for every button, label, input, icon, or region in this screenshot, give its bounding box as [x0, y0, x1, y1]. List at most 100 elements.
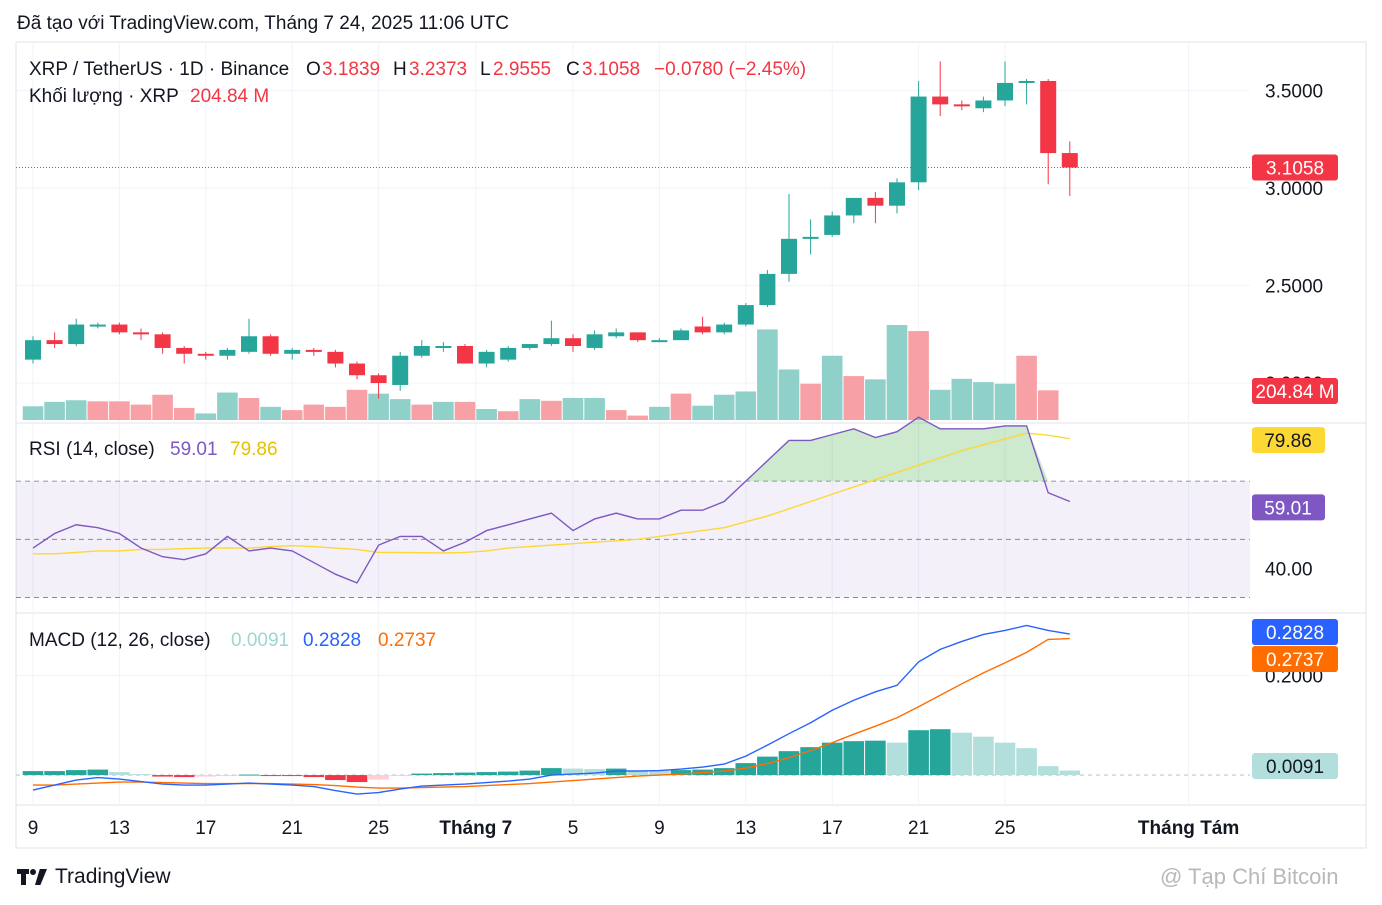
volume-bar [152, 394, 173, 420]
volume-bar [778, 369, 800, 420]
macd-hist-bar [735, 763, 757, 776]
candle-body [889, 182, 905, 206]
volume-bar [346, 389, 368, 420]
chart-created-header: Đã tạo với TradingView.com, Tháng 7 24, … [17, 13, 509, 34]
candle-body [543, 338, 560, 345]
macd-hist-last-label-bg [1252, 753, 1338, 779]
macd-hist-bar [346, 775, 368, 783]
macd-hist-bar [800, 747, 821, 776]
volume-bar [173, 407, 195, 420]
rsi-last-label: 59.01 [1264, 498, 1312, 519]
volume-bar [238, 398, 260, 420]
rsi-legend-value: 59.01 [170, 439, 218, 460]
chart-frame [15, 41, 1367, 849]
candle-body [608, 332, 625, 337]
candle-body [284, 349, 301, 354]
macd-hist-bar [217, 775, 238, 777]
time-tick-label: 21 [282, 818, 303, 839]
candle-body [673, 330, 689, 341]
volume-bar [497, 411, 519, 420]
volume-bar [821, 355, 843, 420]
time-tick-label: 5 [568, 818, 579, 839]
candle-body [629, 332, 646, 341]
volume-bar [65, 400, 87, 420]
macd-hist-bar [497, 771, 519, 776]
volume-bar [22, 406, 44, 420]
macd-hist-bar [173, 775, 195, 778]
volume-bar [562, 398, 584, 420]
close-value: 3.1058 [582, 59, 640, 80]
candle-body [46, 340, 63, 345]
volume-bars [22, 325, 1059, 420]
volume-bar [713, 394, 735, 420]
tradingview-logo[interactable]: TradingView [17, 865, 171, 889]
candle-body [219, 349, 236, 356]
candle-body [845, 197, 862, 216]
candle-body [349, 363, 365, 376]
rsi-ma-last-label: 79.86 [1264, 431, 1312, 452]
candle-body [997, 82, 1013, 101]
macd-hist-bar [649, 770, 670, 776]
macd-hist-bar [195, 775, 217, 777]
macd-hist-bar [605, 768, 627, 776]
volume-bar [109, 401, 130, 420]
macd-pane[interactable] [16, 624, 1250, 795]
candle-body [802, 236, 819, 239]
rsi-pane[interactable] [16, 416, 1250, 598]
macd-hist-bar [44, 771, 65, 776]
time-tick-label: 25 [368, 818, 389, 839]
volume-bar [584, 398, 605, 420]
volume-bar [325, 406, 346, 420]
macd-hist-bar [757, 756, 778, 776]
time-tick-label: 9 [654, 818, 665, 839]
macd-hist-bar [109, 772, 130, 776]
candle-body [932, 96, 949, 105]
price-candles[interactable] [16, 61, 1250, 399]
time-tick-label: Tháng 7 [439, 818, 512, 839]
candle-body [176, 347, 193, 354]
candle-body [392, 355, 409, 385]
macd-hist-bar [584, 769, 605, 776]
volume-bar [519, 399, 541, 420]
volume-bar [865, 379, 886, 420]
time-tick-label: 13 [109, 818, 130, 839]
macd-line [32, 624, 1070, 795]
volume-legend-value: 204.84 M [190, 86, 269, 107]
high-value: 3.2373 [409, 59, 467, 80]
macd-hist-bar [22, 771, 44, 776]
candle-body [25, 340, 41, 360]
candle-body [694, 326, 711, 333]
rsi-ma-last-label-bg [1252, 427, 1325, 454]
low-label: L [480, 59, 491, 80]
macd-hist-bar [411, 773, 433, 776]
volume-bar [929, 389, 951, 420]
candle-body [68, 324, 85, 345]
macd-hist-bar [951, 732, 973, 776]
macd-hist-bar [778, 751, 800, 776]
volume-bar [757, 329, 778, 420]
candle-body [262, 336, 279, 354]
volume-bar [454, 401, 476, 420]
tradingview-logo-icon [17, 867, 47, 887]
rsi-last-label-bg [1252, 494, 1325, 521]
volume-bar [368, 393, 389, 420]
low-value: 2.9555 [493, 59, 551, 80]
candle-body [565, 338, 581, 346]
volume-bar [800, 383, 821, 420]
candle-body [1061, 153, 1078, 168]
time-tick-label: 25 [994, 818, 1015, 839]
volume-bar [303, 404, 325, 420]
candle-body [781, 238, 797, 274]
candle-body [975, 100, 992, 109]
volume-bar [951, 378, 973, 420]
rsi-tick-label: 40.00 [1265, 559, 1313, 580]
last-volume-label: 204.84 M [1255, 382, 1334, 403]
candle-body [435, 346, 452, 348]
volume-bar [627, 415, 649, 420]
rsi-legend-label: RSI (14, close) [29, 439, 155, 460]
volume-bar [389, 399, 411, 420]
candle-body [154, 334, 171, 348]
macd-hist-bar [865, 740, 886, 776]
rsi-overbought-fill [745, 417, 1049, 482]
